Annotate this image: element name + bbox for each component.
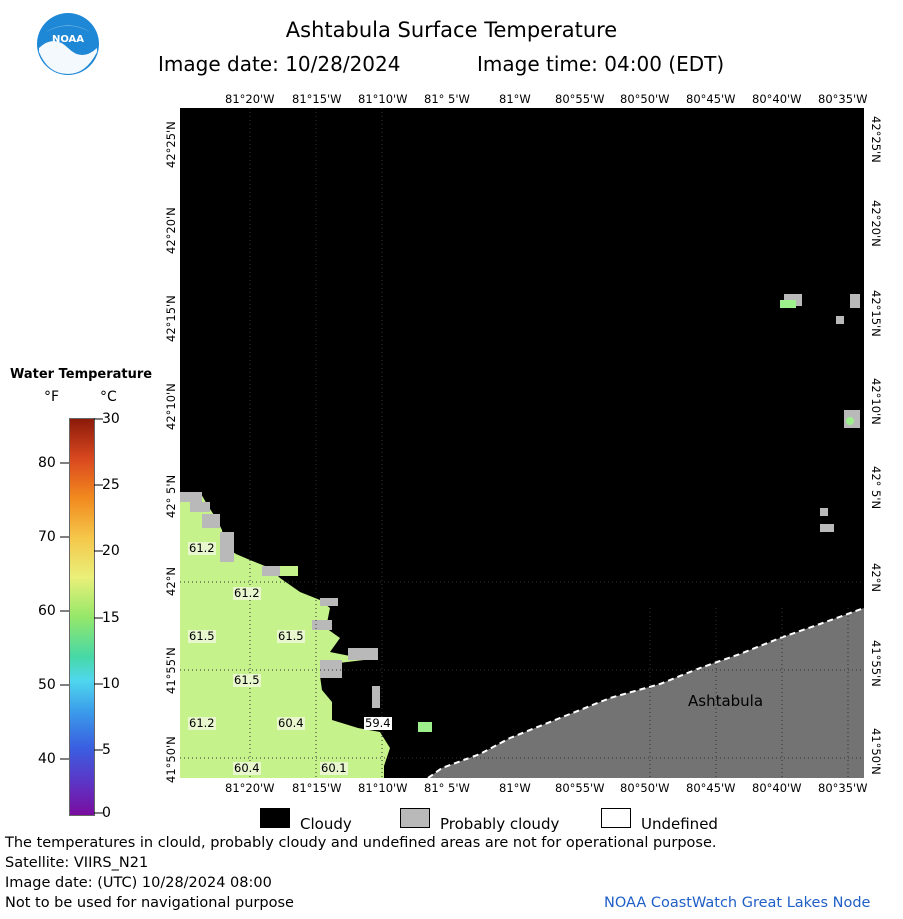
legend-tick-marks bbox=[60, 418, 103, 814]
lat-tick-left: 42° 5'N bbox=[164, 474, 178, 518]
image-time: Image time: 04:00 (EDT) bbox=[477, 52, 725, 76]
lat-tick-left: 41°55'N bbox=[164, 647, 178, 694]
temperature-label: 60.4 bbox=[277, 716, 305, 730]
lon-tick-top: 81°10'W bbox=[358, 92, 408, 106]
lat-tick-right: 41°55'N bbox=[869, 640, 883, 687]
legend-f-tick: 70 bbox=[38, 529, 56, 545]
lat-tick-right: 42°N bbox=[869, 563, 883, 592]
temperature-label: 61.2 bbox=[188, 716, 216, 730]
temperature-label: 61.2 bbox=[188, 541, 216, 555]
color-scale-bar bbox=[69, 418, 95, 816]
lat-tick-right: 42°10'N bbox=[869, 378, 883, 425]
key-probably-cloudy-label: Probably cloudy bbox=[440, 815, 560, 833]
legend-c-tick: 15 bbox=[102, 610, 120, 626]
lon-tick-bottom: 81°15'W bbox=[292, 781, 342, 795]
footer-utc-date: Image date: (UTC) 10/28/2024 08:00 bbox=[5, 875, 272, 891]
svg-text:NOAA: NOAA bbox=[52, 34, 84, 45]
lon-tick-top: 81°15'W bbox=[292, 92, 342, 106]
legend-c-tick: 10 bbox=[102, 676, 120, 692]
lat-tick-left: 41°50'N bbox=[164, 736, 178, 783]
legend-unit-c: °C bbox=[100, 389, 117, 405]
noaa-logo: NOAA bbox=[36, 12, 100, 76]
lat-tick-left: 42°N bbox=[164, 567, 178, 596]
lat-tick-left: 42°15'N bbox=[164, 295, 178, 342]
key-cloudy-label: Cloudy bbox=[300, 815, 352, 833]
lat-tick-right: 41°50'N bbox=[869, 728, 883, 775]
lon-tick-bottom: 80°40'W bbox=[752, 781, 802, 795]
footer-satellite: Satellite: VIIRS_N21 bbox=[5, 855, 149, 871]
legend-f-tick: 40 bbox=[38, 751, 56, 767]
temperature-label: 61.5 bbox=[277, 629, 305, 643]
legend-f-tick: 80 bbox=[38, 455, 56, 471]
probably-cloudy-patch bbox=[820, 524, 834, 532]
temperature-label: 60.4 bbox=[233, 761, 261, 775]
key-probably-cloudy-swatch bbox=[400, 808, 430, 828]
legend-c-tick: 30 bbox=[102, 411, 120, 427]
lat-tick-left: 42°20'N bbox=[164, 207, 178, 254]
water-spot bbox=[418, 722, 432, 732]
probably-cloudy-patch bbox=[320, 598, 338, 606]
probably-cloudy-patch bbox=[180, 492, 202, 502]
lon-tick-top: 81° 5'W bbox=[424, 92, 470, 106]
water-spot bbox=[780, 300, 796, 308]
lat-tick-right: 42°25'N bbox=[869, 116, 883, 163]
temperature-label: 61.5 bbox=[233, 673, 261, 687]
legend-c-tick: 0 bbox=[102, 805, 111, 821]
lon-tick-top: 80°35'W bbox=[818, 92, 868, 106]
lon-tick-bottom: 80°45'W bbox=[686, 781, 736, 795]
lon-tick-top: 80°45'W bbox=[686, 92, 736, 106]
lon-tick-top: 80°50'W bbox=[620, 92, 670, 106]
lon-tick-bottom: 80°55'W bbox=[555, 781, 605, 795]
lon-tick-top: 81°20'W bbox=[225, 92, 275, 106]
temperature-label: 61.2 bbox=[233, 586, 261, 600]
probably-cloudy-patch bbox=[220, 532, 234, 562]
legend-f-tick: 60 bbox=[38, 603, 56, 619]
legend-title: Water Temperature bbox=[10, 367, 153, 382]
lon-tick-bottom: 81°20'W bbox=[225, 781, 275, 795]
lon-tick-bottom: 81° 5'W bbox=[424, 781, 470, 795]
lon-tick-bottom: 80°35'W bbox=[818, 781, 868, 795]
land-region bbox=[428, 608, 864, 778]
footer-navigation-warning: Not to be used for navigational purpose bbox=[5, 895, 294, 911]
lat-tick-right: 42° 5'N bbox=[869, 466, 883, 510]
map-title: Ashtabula Surface Temperature bbox=[285, 18, 618, 42]
key-undefined-label: Undefined bbox=[641, 815, 718, 833]
probably-cloudy-patch bbox=[202, 514, 220, 528]
legend-c-tick: 20 bbox=[102, 543, 120, 559]
legend-c-tick: 25 bbox=[102, 477, 120, 493]
probably-cloudy-patch bbox=[372, 686, 380, 708]
probably-cloudy-patch bbox=[190, 502, 210, 512]
footer-credit-link[interactable]: NOAA CoastWatch Great Lakes Node bbox=[604, 895, 871, 911]
probably-cloudy-patch bbox=[836, 316, 844, 324]
legend-unit-f: °F bbox=[44, 389, 60, 405]
lon-tick-top: 81°W bbox=[499, 92, 531, 106]
lat-tick-right: 42°20'N bbox=[869, 200, 883, 247]
lon-tick-top: 80°55'W bbox=[555, 92, 605, 106]
lon-tick-bottom: 81°10'W bbox=[358, 781, 408, 795]
temperature-label: 60.1 bbox=[320, 761, 348, 775]
temperature-label: 59.4 bbox=[364, 716, 392, 730]
lon-tick-bottom: 80°50'W bbox=[620, 781, 670, 795]
temperature-label: 61.5 bbox=[188, 629, 216, 643]
probably-cloudy-patch bbox=[348, 648, 378, 660]
probably-cloudy-patch bbox=[312, 620, 332, 630]
footer-disclaimer: The temperatures in clould, probably clo… bbox=[5, 835, 717, 851]
key-undefined-swatch bbox=[601, 808, 631, 828]
image-date: Image date: 10/28/2024 bbox=[158, 52, 401, 76]
lat-tick-left: 42°25'N bbox=[164, 121, 178, 168]
probably-cloudy-patch bbox=[850, 294, 860, 308]
legend-f-tick: 50 bbox=[38, 677, 56, 693]
legend-c-tick: 5 bbox=[102, 742, 111, 758]
temperature-map bbox=[180, 108, 865, 779]
lat-tick-right: 42°15'N bbox=[869, 290, 883, 337]
key-cloudy-swatch bbox=[260, 808, 290, 828]
probably-cloudy-patch bbox=[320, 660, 342, 678]
place-label-ashtabula: Ashtabula bbox=[688, 692, 764, 710]
lat-tick-left: 42°10'N bbox=[164, 383, 178, 430]
lon-tick-top: 80°40'W bbox=[752, 92, 802, 106]
probably-cloudy-patch bbox=[820, 508, 828, 516]
lon-tick-bottom: 81°W bbox=[499, 781, 531, 795]
